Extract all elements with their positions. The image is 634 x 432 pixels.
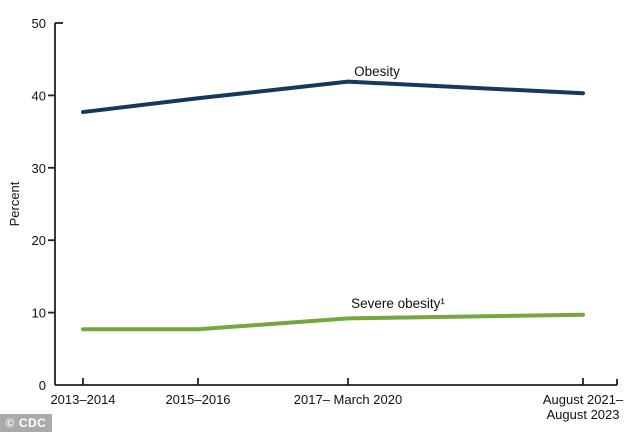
y-tick-label: 50: [32, 16, 46, 31]
y-axis-title: Percent: [7, 181, 22, 226]
series-line-severe-obesity: [81, 312, 585, 332]
x-tick-label: August 2023: [546, 407, 619, 422]
y-tick-label: 10: [32, 306, 46, 321]
x-tick-label: 2013–2014: [50, 392, 115, 407]
series-label-severe-obesity: Severe obesity¹: [351, 296, 445, 311]
series-label-obesity: Obesity: [354, 64, 400, 79]
y-tick-label: 0: [39, 378, 46, 393]
y-tick-label: 20: [32, 233, 46, 248]
x-tick-label: August 2021–: [543, 392, 624, 407]
x-tick-label: 2015–2016: [165, 392, 230, 407]
series-line-obesity: [81, 79, 585, 115]
cdc-watermark: © CDC: [0, 414, 52, 432]
cdc-watermark-text: © CDC: [5, 416, 47, 430]
y-tick-label: 30: [32, 161, 46, 176]
x-tick-label: 2017– March 2020: [294, 392, 402, 407]
y-tick-label: 40: [32, 88, 46, 103]
